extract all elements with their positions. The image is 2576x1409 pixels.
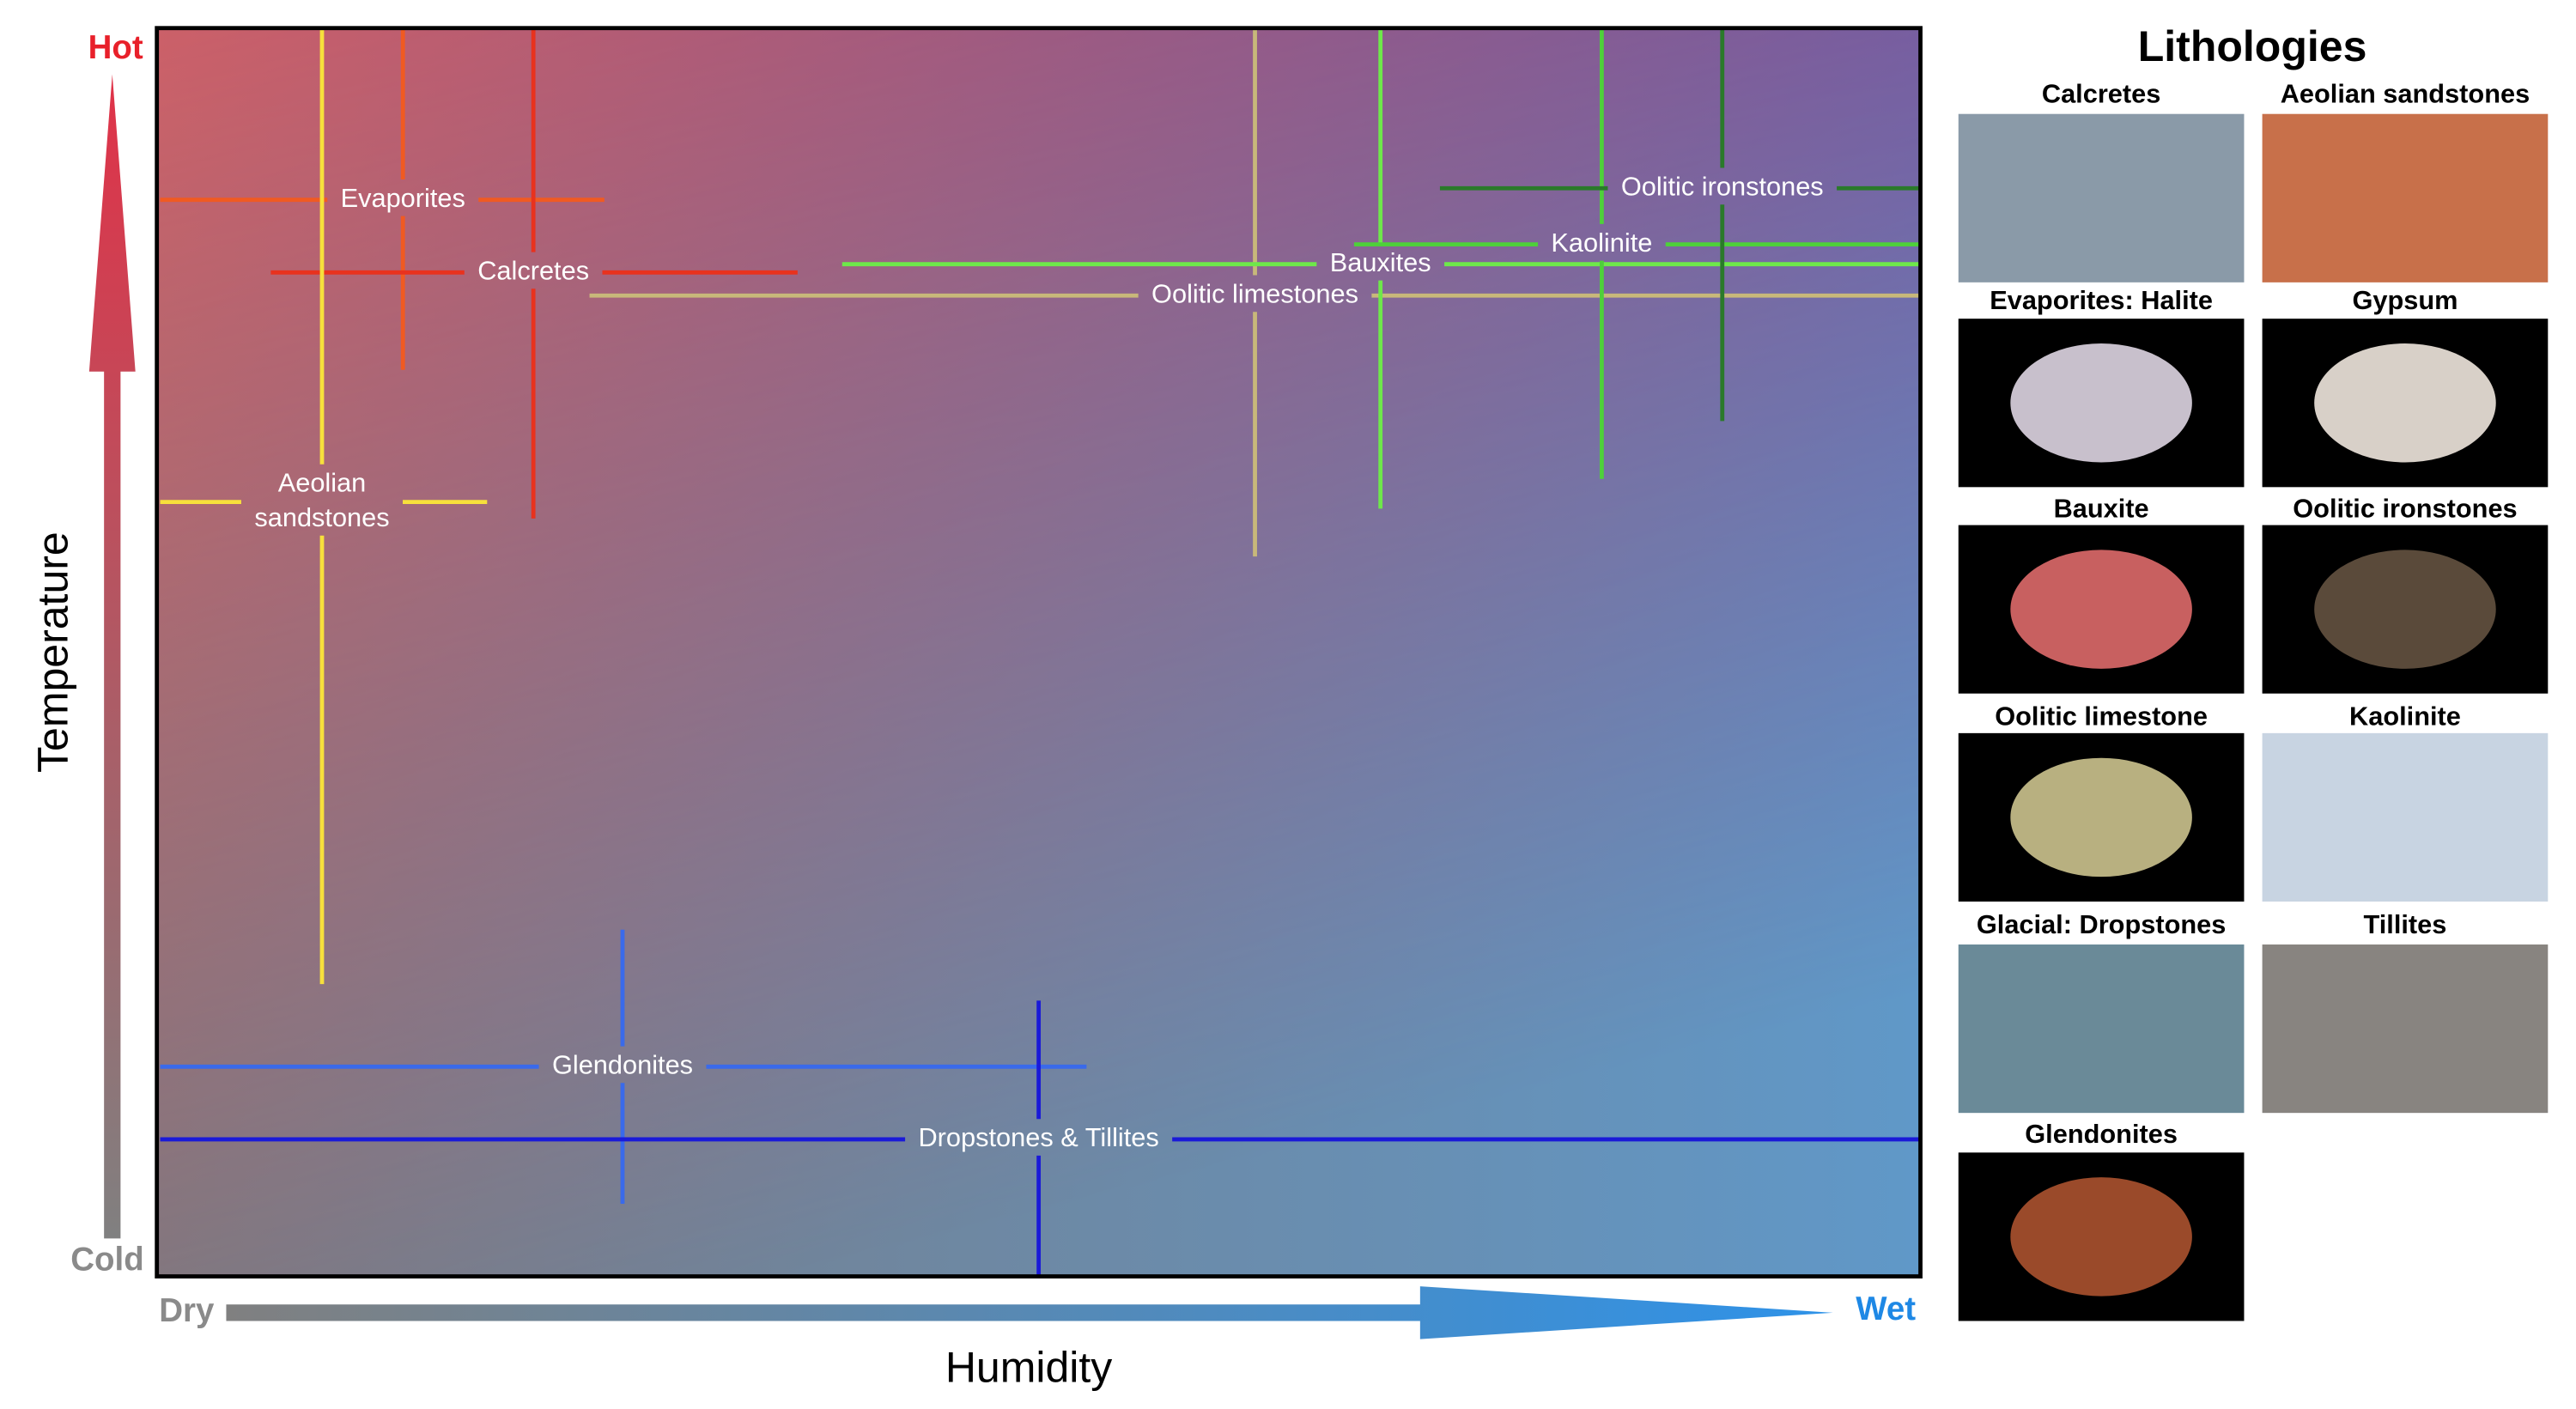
lithology-photo (1958, 113, 2245, 282)
lithology-photo (2262, 113, 2549, 282)
lithology-label: Kaolinite (2349, 701, 2461, 732)
range-label: Dropstones & Tillites (918, 1122, 1158, 1152)
range-label: Oolitic ironstones (1621, 171, 1824, 201)
temperature-arrow (88, 74, 136, 1239)
lithology-label: Gypsum (2352, 285, 2458, 315)
humidity-arrow (226, 1286, 1833, 1339)
lithology-label: Oolitic ironstones (2293, 493, 2517, 523)
lithology-photo (2262, 944, 2549, 1114)
range-label: Evaporites (341, 183, 465, 213)
range-label: Calcretes (477, 255, 589, 285)
range-label: sandstones (254, 502, 389, 532)
specimen (2010, 550, 2192, 669)
specimen (2314, 343, 2496, 463)
lithology-label: Tillites (2364, 909, 2447, 939)
range-cross: Bauxites (841, 27, 1921, 509)
lithology-label: Glendonites (2025, 1119, 2178, 1149)
range-cross: Kaolinite (1353, 27, 1921, 479)
specimen (2010, 757, 2192, 878)
range-cross: Evaporites (160, 27, 605, 370)
range-label: Bauxites (1330, 247, 1431, 277)
temperature-label: Temperature (29, 531, 77, 773)
range-cross: Calcretes (270, 27, 798, 519)
plot-frame (155, 26, 1923, 1278)
lithology-label: Bauxite (2054, 493, 2149, 523)
lithology-photo (1958, 944, 2245, 1114)
lithologies-title: Lithologies (2138, 22, 2367, 70)
dry-label: Dry (159, 1292, 215, 1329)
range-cross: Aeolian sandstones (160, 27, 488, 985)
hot-label: Hot (88, 29, 143, 66)
range-cross: Oolitic limestones (589, 27, 1921, 557)
range-label: Oolitic limestones (1151, 278, 1358, 308)
range-cross: Dropstones & Tillites (160, 1000, 1921, 1277)
lithology-label: Aeolian sandstones (2281, 79, 2530, 109)
range-label: Glendonites (552, 1049, 693, 1079)
range-label: Aeolian (278, 468, 367, 498)
humidity-label: Humidity (945, 1343, 1112, 1391)
range-cross: Glendonites (160, 929, 1087, 1204)
lithology-label: Oolitic limestone (1995, 701, 2208, 732)
lithology-label: Calcretes (2042, 79, 2160, 109)
lithology-label: Evaporites: Halite (1990, 285, 2213, 315)
cold-label: Cold (70, 1241, 143, 1278)
specimen (2010, 1177, 2192, 1297)
range-cross: Oolitic ironstones (1439, 27, 1921, 422)
wet-label: Wet (1856, 1291, 1916, 1327)
specimen (2010, 343, 2192, 463)
lithology-label: Glacial: Dropstones (1977, 909, 2227, 939)
range-label: Kaolinite (1551, 228, 1652, 258)
specimen (2314, 550, 2496, 669)
lithology-photo (2262, 732, 2549, 902)
